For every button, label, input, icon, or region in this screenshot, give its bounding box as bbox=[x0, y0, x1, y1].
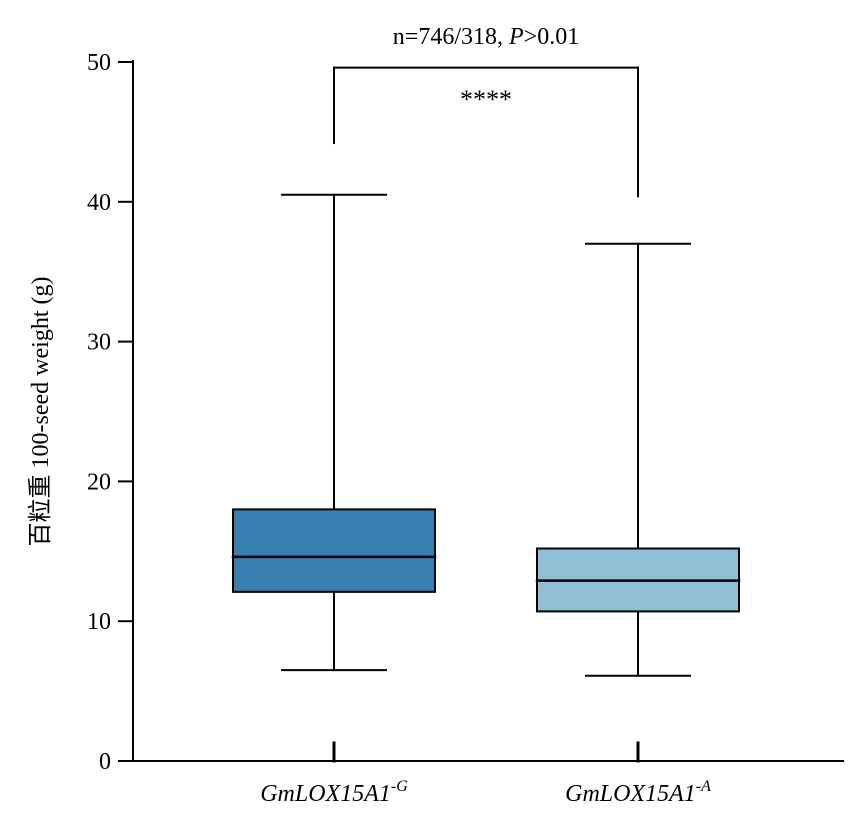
x-category-label: GmLOX15A1-A bbox=[565, 778, 711, 807]
y-tick-label: 20 bbox=[87, 469, 111, 495]
y-tick-label: 10 bbox=[87, 609, 111, 635]
x-category-label: GmLOX15A1-G bbox=[260, 778, 408, 807]
y-tick-label: 50 bbox=[87, 50, 111, 76]
annotation-n-p: n=746/318, P>0.01 bbox=[393, 24, 579, 50]
y-axis-title: 百粒重 100-seed weight (g) bbox=[27, 277, 54, 547]
y-tick-label: 0 bbox=[99, 749, 111, 775]
y-tick-label: 40 bbox=[87, 190, 111, 216]
significance-stars: **** bbox=[460, 85, 512, 114]
y-tick-label: 30 bbox=[87, 330, 111, 356]
box-iqr bbox=[232, 508, 436, 593]
